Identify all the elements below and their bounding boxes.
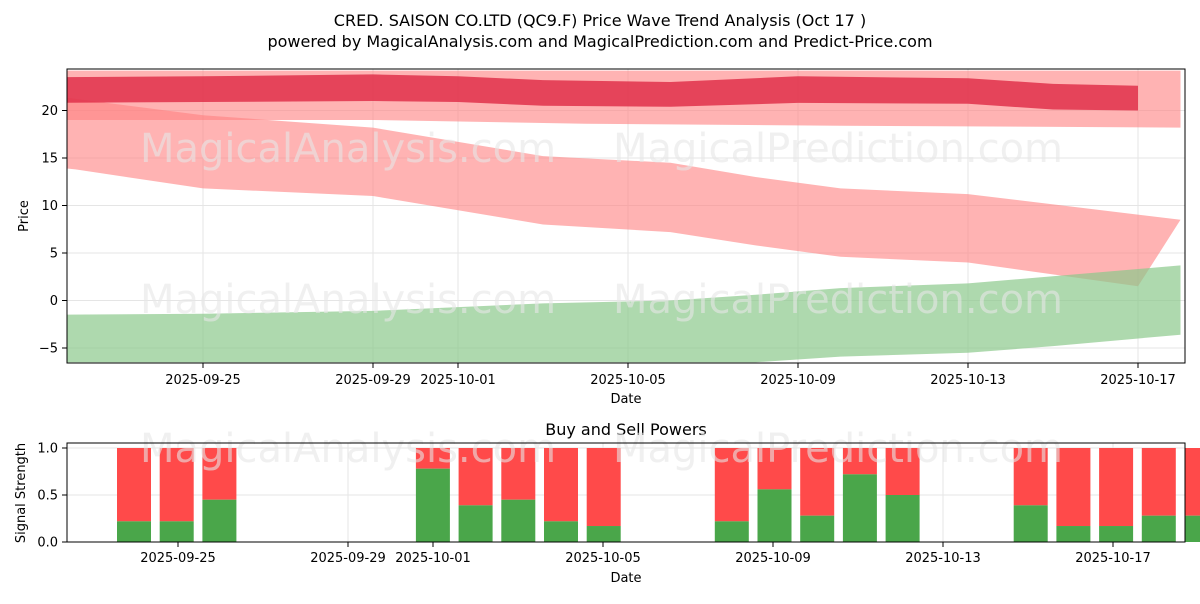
buy-power-bar [1185, 516, 1200, 542]
signal-x-tick-label: 2025-09-29 [310, 551, 386, 566]
buy-power-bar [1014, 505, 1048, 542]
price-y-tick-label: −5 [39, 342, 58, 357]
buy-sell-panel: Buy and Sell Powers MagicalAnalysis.com … [14, 420, 1200, 586]
signal-x-tick-label: 2025-10-17 [1075, 551, 1151, 566]
buy-power-bar [501, 500, 535, 542]
watermark-analysis-bottom: MagicalAnalysis.com [140, 426, 556, 472]
sell-power-bar [1099, 448, 1133, 526]
price-y-label: Price [17, 200, 32, 232]
price-y-tick-label: 0 [50, 294, 58, 309]
signal-y-tick-label: 0.5 [37, 489, 58, 504]
sell-power-bar [1142, 448, 1176, 516]
signal-x-label: Date [610, 571, 641, 586]
buy-power-bar [416, 469, 450, 542]
buy-power-bar [886, 495, 920, 542]
signal-y-label: Signal Strength [14, 443, 29, 543]
watermark-prediction-bottom: MagicalPrediction.com [613, 426, 1063, 472]
price-x-tick-label: 2025-10-17 [1100, 373, 1176, 388]
signal-y-tick-label: 1.0 [37, 442, 58, 457]
price-y-tick-label: 10 [41, 199, 58, 214]
buy-power-bar [160, 521, 194, 542]
buy-power-bar [715, 521, 749, 542]
signal-y-tick-label: 0.0 [37, 536, 58, 551]
watermark-analysis-mid: MagicalAnalysis.com [140, 277, 556, 323]
price-y-tick-label: 20 [41, 104, 58, 119]
price-x-tick-label: 2025-09-29 [335, 373, 411, 388]
price-x-tick-label: 2025-10-05 [590, 373, 666, 388]
signal-x-tick-label: 2025-10-01 [395, 551, 471, 566]
signal-x-tick-label: 2025-10-05 [565, 551, 641, 566]
price-x-label: Date [610, 392, 641, 407]
buy-power-bar [758, 489, 792, 542]
price-wave-panel: MagicalAnalysis.com MagicalPrediction.co… [0, 69, 1185, 407]
signal-x-tick-label: 2025-10-09 [735, 551, 811, 566]
buy-power-bar [587, 526, 621, 542]
buy-power-bar [1099, 526, 1133, 542]
buy-power-bar [459, 505, 493, 542]
buy-power-bar [800, 516, 834, 542]
buy-power-bar [1142, 516, 1176, 542]
buy-power-bar [544, 521, 578, 542]
watermark-analysis-top: MagicalAnalysis.com [140, 126, 556, 172]
price-x-tick-label: 2025-10-13 [930, 373, 1006, 388]
signal-x-tick-label: 2025-09-25 [140, 551, 216, 566]
watermark-prediction-top: MagicalPrediction.com [613, 126, 1063, 172]
price-y-tick-label: 5 [50, 247, 58, 262]
buy-power-bar [843, 474, 877, 542]
watermark-prediction-mid: MagicalPrediction.com [613, 277, 1063, 323]
price-y-tick-label: 15 [41, 152, 58, 167]
buy-power-bar [117, 521, 151, 542]
chart-subtitle: powered by MagicalAnalysis.com and Magic… [267, 32, 932, 51]
price-x-tick-label: 2025-09-25 [165, 373, 241, 388]
chart-title: CRED. SAISON CO.LTD (QC9.F) Price Wave T… [334, 11, 866, 30]
price-x-tick-label: 2025-10-09 [760, 373, 836, 388]
buy-power-bar [1056, 526, 1090, 542]
signal-x-tick-label: 2025-10-13 [905, 551, 981, 566]
sell-power-bar [1185, 448, 1200, 516]
buy-power-bar [202, 500, 236, 542]
price-x-tick-label: 2025-10-01 [420, 373, 496, 388]
